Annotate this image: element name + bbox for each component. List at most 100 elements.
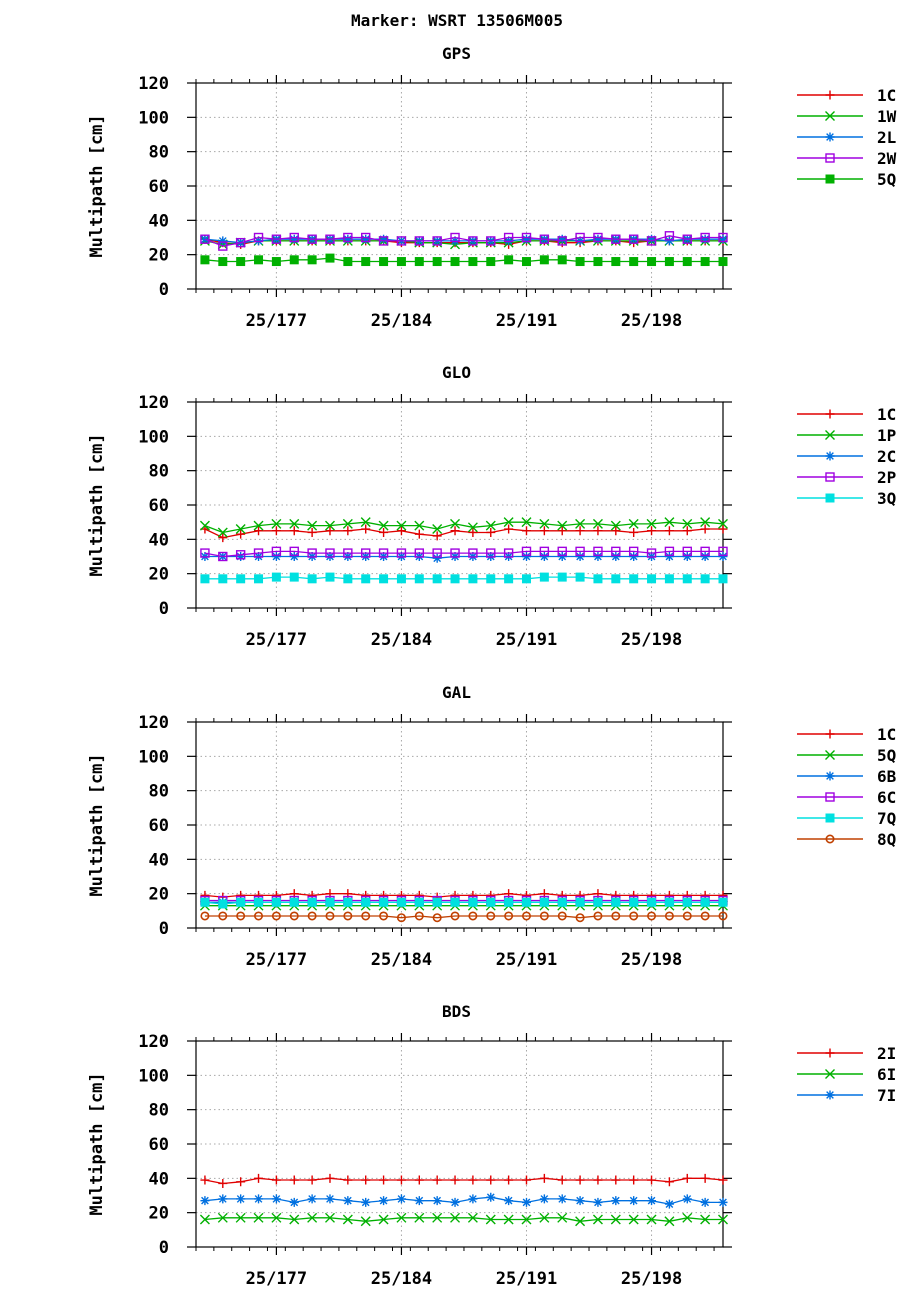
data-point — [450, 548, 460, 558]
y-tick-label: 20 — [149, 885, 169, 905]
data-point — [718, 1197, 728, 1207]
data-point — [700, 546, 710, 557]
data-point — [575, 257, 585, 267]
legend-marker — [825, 792, 835, 802]
data-point — [503, 232, 514, 243]
data-point — [361, 911, 371, 921]
data-point — [325, 526, 335, 536]
y-tick-label: 20 — [149, 565, 169, 585]
data-point — [664, 911, 674, 921]
data-point — [343, 234, 353, 244]
data-point — [307, 897, 317, 907]
data-point — [414, 897, 424, 907]
data-point — [486, 236, 496, 246]
panel-title: GPS — [442, 44, 471, 63]
series-2w — [200, 231, 728, 251]
data-point — [700, 232, 710, 243]
data-point — [647, 574, 657, 584]
data-point — [504, 1175, 514, 1185]
data-point — [271, 257, 281, 267]
data-point — [611, 1196, 621, 1206]
data-point — [611, 911, 621, 921]
data-point — [611, 552, 621, 561]
data-point — [379, 897, 389, 907]
legend-entry: 1C — [797, 405, 896, 424]
data-point — [200, 234, 210, 244]
data-point — [682, 574, 692, 584]
legend-label: 1C — [877, 405, 896, 424]
data-point — [700, 1214, 711, 1225]
data-point — [271, 897, 281, 907]
y-axis-label: Multipath [cm] — [87, 433, 107, 576]
data-point — [235, 1212, 246, 1223]
data-point — [486, 1192, 496, 1202]
data-point — [646, 518, 657, 529]
data-point — [432, 574, 442, 584]
data-point — [575, 1216, 586, 1227]
data-point — [396, 574, 406, 584]
data-point — [254, 526, 264, 536]
data-point — [289, 1197, 299, 1207]
data-point — [700, 574, 710, 584]
data-point — [647, 234, 657, 244]
data-point — [647, 1196, 657, 1206]
data-point — [557, 546, 567, 557]
data-point — [664, 526, 674, 536]
data-point — [646, 548, 657, 558]
data-point — [343, 548, 353, 558]
legend-marker — [825, 493, 835, 503]
data-point — [217, 1212, 228, 1223]
data-point — [575, 1196, 585, 1206]
data-point — [682, 526, 692, 536]
data-point — [468, 574, 478, 584]
legend-marker — [825, 409, 835, 419]
data-point — [396, 913, 406, 923]
legend-marker — [825, 153, 835, 163]
legend-marker — [825, 1069, 835, 1079]
data-point — [593, 897, 603, 907]
data-point — [610, 520, 621, 531]
data-point — [593, 552, 603, 561]
legend-marker — [825, 111, 835, 121]
data-point — [485, 1214, 496, 1225]
data-point — [718, 552, 728, 561]
data-point — [379, 574, 389, 584]
data-point — [432, 236, 442, 246]
data-point — [379, 911, 389, 921]
data-point — [200, 548, 210, 558]
y-tick-label: 0 — [159, 280, 169, 300]
data-point — [503, 517, 514, 528]
legend-label: 6B — [877, 767, 897, 786]
y-tick-label: 0 — [159, 599, 169, 619]
legend-marker — [825, 750, 835, 760]
data-point — [521, 574, 531, 584]
legend-label: 1C — [877, 86, 896, 105]
data-point — [682, 1212, 693, 1223]
data-point — [700, 911, 710, 921]
data-point — [700, 517, 711, 528]
data-point — [718, 257, 728, 267]
data-point — [450, 526, 460, 536]
x-tick-label: 25/191 — [496, 311, 557, 331]
data-point — [629, 1175, 639, 1185]
data-point — [432, 913, 442, 923]
data-point — [468, 236, 478, 246]
data-point — [575, 526, 585, 536]
series-line — [204, 555, 723, 559]
data-point — [593, 234, 603, 244]
data-point — [611, 1175, 621, 1185]
data-point — [664, 546, 675, 557]
data-point — [682, 518, 693, 529]
data-point — [414, 574, 424, 584]
series-2p — [200, 546, 728, 562]
panel-title: GAL — [442, 683, 471, 702]
data-point — [593, 546, 603, 557]
legend-entry: 2C — [797, 447, 896, 466]
data-point — [361, 234, 371, 244]
data-point — [575, 1175, 585, 1185]
data-point — [307, 527, 317, 537]
data-point — [289, 526, 299, 536]
y-tick-label: 40 — [149, 211, 169, 231]
data-point — [521, 526, 531, 536]
data-point — [360, 517, 371, 528]
